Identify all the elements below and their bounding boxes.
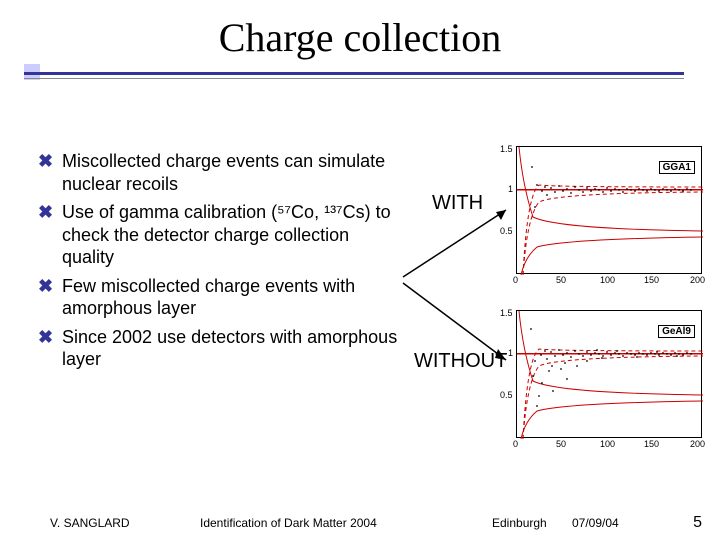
rule-major (24, 72, 684, 75)
list-item: ✖ Since 2002 use detectors with amorphou… (38, 326, 398, 371)
ytick: 1 (508, 348, 513, 358)
xtick: 200 (690, 275, 705, 285)
bullet-icon: ✖ (38, 275, 62, 320)
label-with: WITH (432, 192, 483, 215)
bullet-icon: ✖ (38, 201, 62, 269)
label-without: WITHOUT (414, 350, 507, 373)
xtick: 0 (513, 439, 518, 449)
ytick: 0.5 (500, 226, 513, 236)
footer-date: 07/09/04 (572, 516, 619, 530)
chart-without: GeAl9 (516, 310, 702, 438)
page-title: Charge collection (219, 15, 502, 60)
footer-page-number: 5 (693, 514, 702, 532)
ytick: 1.5 (500, 308, 513, 318)
footer-conference: Identification of Dark Matter 2004 (200, 516, 377, 530)
title-area: Charge collection (0, 14, 720, 61)
xtick: 150 (644, 439, 659, 449)
xtick: 150 (644, 275, 659, 285)
xtick: 50 (556, 439, 566, 449)
footer-city: Edinburgh (492, 516, 547, 530)
chart-plot (517, 147, 703, 275)
xtick: 50 (556, 275, 566, 285)
bullet-text: Few miscollected charge events with amor… (62, 275, 398, 320)
bullet-text: Use of gamma calibration (⁵⁷Co, ¹³⁷Cs) t… (62, 201, 398, 269)
bullets-list: ✖ Miscollected charge events can simulat… (38, 150, 398, 377)
footer-author: V. SANGLARD (50, 516, 130, 530)
bullet-text: Since 2002 use detectors with amorphous … (62, 326, 398, 371)
rule-minor (24, 78, 684, 79)
chart-with: GGA1 (516, 146, 702, 274)
list-item: ✖ Use of gamma calibration (⁵⁷Co, ¹³⁷Cs)… (38, 201, 398, 269)
ytick: 1.5 (500, 144, 513, 154)
ytick: 0.5 (500, 390, 513, 400)
list-item: ✖ Few miscollected charge events with am… (38, 275, 398, 320)
xtick: 100 (600, 439, 615, 449)
bullet-icon: ✖ (38, 150, 62, 195)
bullet-icon: ✖ (38, 326, 62, 371)
chart-plot (517, 311, 703, 439)
list-item: ✖ Miscollected charge events can simulat… (38, 150, 398, 195)
ytick: 1 (508, 184, 513, 194)
bullet-text: Miscollected charge events can simulate … (62, 150, 398, 195)
xtick: 200 (690, 439, 705, 449)
xtick: 100 (600, 275, 615, 285)
xtick: 0 (513, 275, 518, 285)
